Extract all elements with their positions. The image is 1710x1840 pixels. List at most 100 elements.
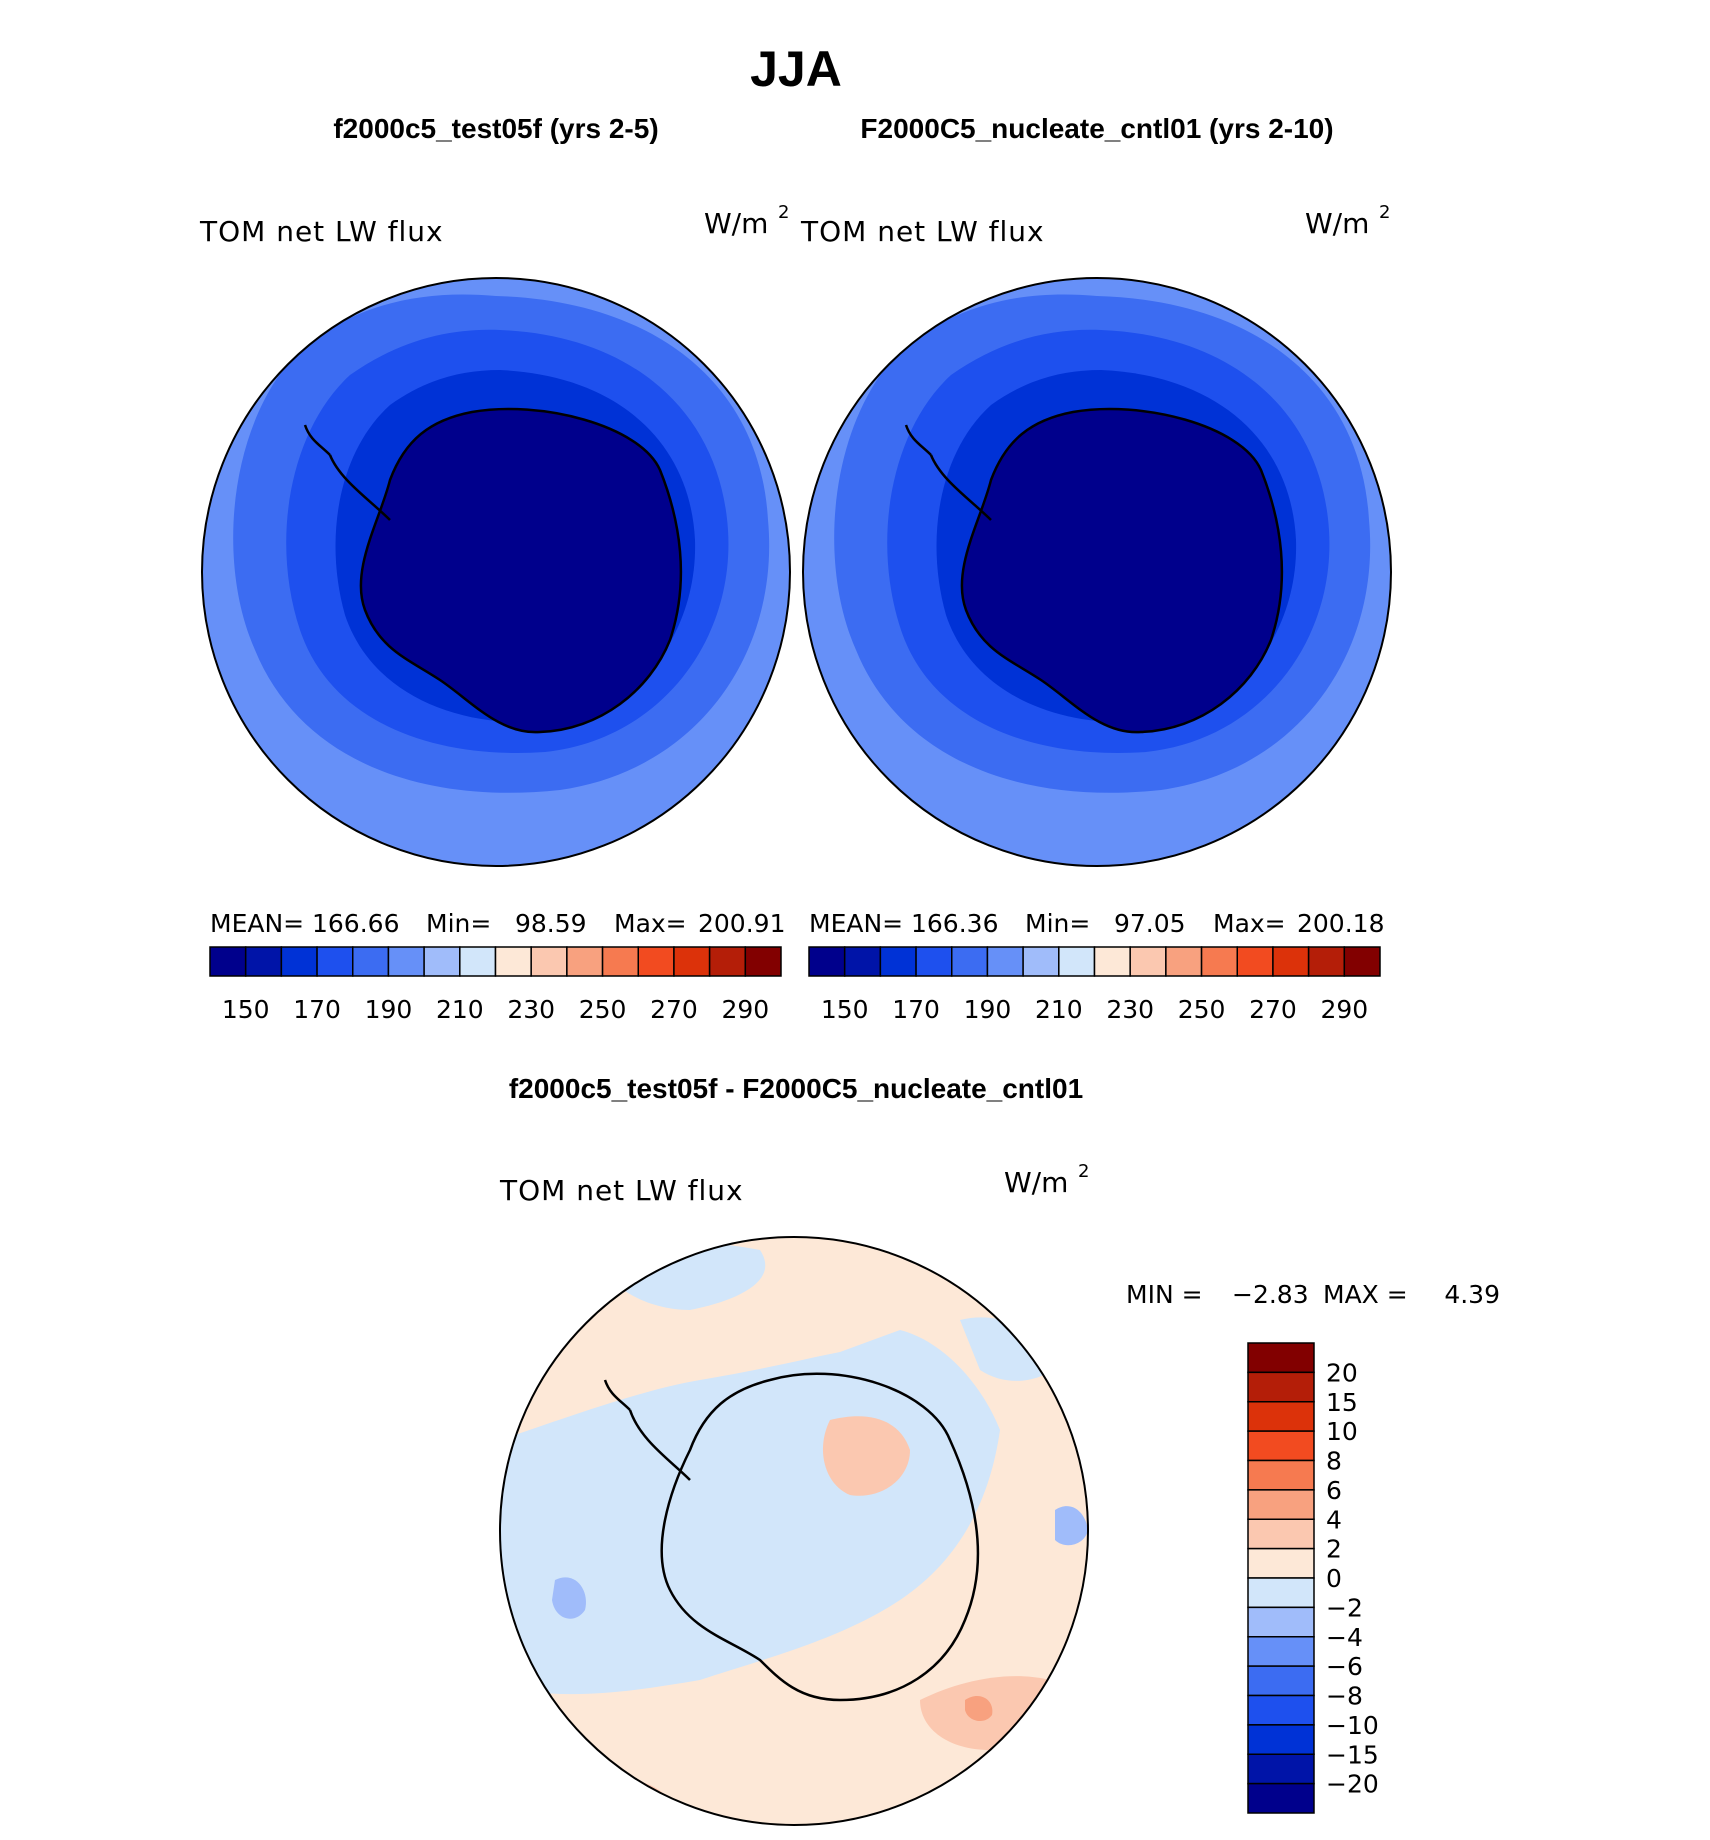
panel-cntl-header: F2000C5_nucleate_cntl01 (yrs 2-10) [860, 113, 1333, 144]
diff-max-value: 4.39 [1444, 1280, 1500, 1309]
colorbar-swatch [1247, 1782, 1315, 1814]
colorbar-swatch [1129, 946, 1167, 977]
colorbar-tick-label: 210 [1035, 995, 1083, 1024]
colorbar-tick-label: 150 [222, 995, 270, 1024]
colorbar-swatch [986, 946, 1024, 977]
colorbar-tick-label: 2 [1326, 1535, 1342, 1564]
panel-test-min-value: 98.59 [515, 909, 587, 938]
colorbar-swatch [808, 946, 846, 977]
panel-cntl-min-label: Min= [1025, 909, 1090, 938]
colorbar-swatch [1247, 1430, 1315, 1462]
panel-test-max-label: Max= [614, 909, 687, 938]
colorbar-swatch [1247, 1636, 1315, 1667]
colorbar-tick-label: 250 [1178, 995, 1226, 1024]
panel-test-mean-label: MEAN= [210, 909, 304, 938]
colorbar-tick-label: −15 [1326, 1740, 1379, 1769]
colorbar-swatch [530, 946, 568, 977]
diff-units: W/m [1004, 1166, 1068, 1199]
diff-min-label: MIN = [1126, 1280, 1203, 1309]
colorbar-swatch [1307, 946, 1346, 977]
colorbar-tick-label: −8 [1326, 1682, 1363, 1711]
colorbar-swatch [1247, 1401, 1315, 1432]
panel-test-units-label: W/m 2 [704, 202, 789, 240]
colorbar-tick-label: 190 [964, 995, 1012, 1024]
colorbar-tick-label: 0 [1326, 1564, 1342, 1593]
colorbar-tick-label: 8 [1326, 1447, 1342, 1476]
panel-cntl-max-label: Max= [1213, 909, 1286, 938]
colorbar-swatch [673, 946, 711, 977]
colorbar-tick-label: 290 [1320, 995, 1368, 1024]
panel-test-units: W/m [704, 207, 768, 240]
colorbar-tick-label: 230 [1106, 995, 1154, 1024]
colorbar-swatch [566, 946, 604, 977]
colorbar-swatch [1247, 1518, 1315, 1550]
map-test-coastline [303, 407, 683, 734]
diff-max-label: MAX = [1323, 1280, 1408, 1309]
colorbar-tick-label: 270 [650, 995, 698, 1024]
colorbar-swatch [708, 946, 747, 977]
panel-cntl-units-sup: 2 [1379, 202, 1390, 223]
map-diff-coastline [603, 1372, 980, 1702]
colorbar-tick-label: 210 [436, 995, 484, 1024]
panel-cntl-min-value: 97.05 [1114, 909, 1186, 938]
diff-header: f2000c5_test05f - F2000C5_nucleate_cntl0… [509, 1073, 1083, 1104]
colorbar-swatch [352, 946, 390, 977]
colorbar-swatch [1247, 1694, 1315, 1726]
colorbar-swatch [1093, 946, 1131, 977]
panel-cntl-units-label: W/m 2 [1305, 202, 1390, 240]
map-cntl-coastline [904, 407, 1284, 734]
panel-test-stats: MEAN= 166.66 Min= 98.59 Max= 200.91 [210, 909, 785, 938]
colorbar-tick-label: −6 [1326, 1652, 1363, 1681]
panel-cntl-max-value: 200.18 [1297, 909, 1384, 938]
colorbar-swatch [1236, 946, 1274, 977]
colorbar-tick-label: 170 [892, 995, 940, 1024]
colorbar-swatch [1247, 1724, 1315, 1755]
colorbar-tick-label: 6 [1326, 1476, 1342, 1505]
colorbar-swatch [915, 946, 953, 977]
panel-cntl-stats: MEAN= 166.36 Min= 97.05 Max= 200.18 [809, 909, 1384, 938]
colorbar-tick-label: 150 [821, 995, 869, 1024]
colorbar-swatch [459, 946, 497, 977]
colorbar-swatch [494, 946, 532, 977]
colorbar-tick-label: −4 [1326, 1623, 1363, 1652]
colorbar-swatch [951, 946, 989, 977]
panel-test-variable-label: TOM net LW flux [199, 215, 444, 248]
colorbar-swatch [1247, 1753, 1315, 1785]
colorbar-swatch [387, 946, 425, 977]
diff-stats: MIN = −2.83 MAX = 4.39 [1126, 1280, 1500, 1309]
colorbar-swatch [1343, 946, 1381, 977]
map-cntl [803, 278, 1391, 866]
colorbar-swatch [601, 946, 639, 977]
colorbar-tick-label: −20 [1326, 1770, 1379, 1799]
colorbar-swatch [1022, 946, 1060, 977]
panel-cntl-variable-label: TOM net LW flux [800, 215, 1045, 248]
colorbar-swatch [744, 946, 782, 977]
panel-cntl-mean-label: MEAN= [809, 909, 903, 938]
panel-test-units-sup: 2 [778, 202, 789, 223]
panel-test-mean-value: 166.66 [312, 909, 399, 938]
map-test-border [201, 277, 791, 867]
map-cntl-border [802, 277, 1392, 867]
colorbar-tick-label: 190 [365, 995, 413, 1024]
colorbar-swatch [1200, 946, 1238, 977]
map-diff-border [499, 1236, 1089, 1826]
colorbar-swatch [1247, 1459, 1315, 1491]
colorbar-swatch [843, 946, 882, 977]
diff-units-sup: 2 [1078, 1161, 1089, 1182]
colorbar-tick-label: 290 [721, 995, 769, 1024]
colorbar-swatch [1247, 1342, 1315, 1374]
map-test [202, 278, 790, 866]
colorbar-swatch [879, 946, 917, 977]
colorbar-swatch [1247, 1665, 1315, 1697]
colorbar-tick-label: 10 [1326, 1417, 1358, 1446]
figure-title: JJA [750, 41, 842, 97]
colorbar-tick-label: −2 [1326, 1593, 1363, 1622]
colorbar-swatch [1247, 1371, 1315, 1403]
colorbar-swatch [209, 946, 247, 977]
colorbar-tick-label: 230 [507, 995, 555, 1024]
colorbar-tick-label: 170 [293, 995, 341, 1024]
colorbar-swatch [637, 946, 675, 977]
colorbar-tick-label: 270 [1249, 995, 1297, 1024]
panel-test-header: f2000c5_test05f (yrs 2-5) [333, 113, 658, 144]
colorbar-swatch [1247, 1489, 1315, 1520]
